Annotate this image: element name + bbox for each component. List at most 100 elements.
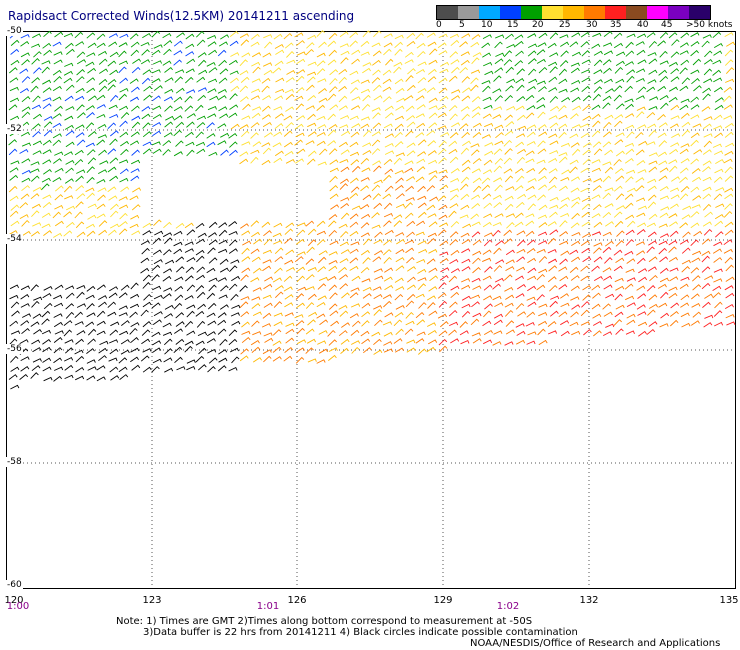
wind-barb (217, 319, 227, 326)
wind-barb (428, 112, 438, 119)
wind-barb (275, 88, 285, 93)
wind-barb (316, 104, 326, 111)
wind-barb (316, 60, 326, 67)
wind-barb (483, 284, 493, 291)
wind-barb (360, 232, 370, 238)
legend-label: 15 (507, 20, 519, 30)
wind-barb (76, 51, 86, 58)
wind-barb (32, 347, 42, 353)
wind-barb (460, 232, 470, 238)
wind-barb (141, 105, 151, 112)
wind-barb (626, 258, 636, 264)
wind-barb (371, 331, 381, 337)
wind-barb (527, 194, 537, 200)
wind-barb (690, 69, 700, 75)
wind-barb (32, 123, 41, 130)
wind-barb (405, 197, 415, 202)
wind-barb (371, 42, 381, 48)
wind-barb (318, 87, 327, 94)
wind-barb (96, 320, 106, 326)
wind-barb (64, 356, 74, 362)
wind-barb (349, 248, 359, 254)
wind-barb (63, 70, 73, 76)
wind-barb (669, 203, 679, 209)
wind-barb (142, 141, 152, 147)
wind-barb (52, 69, 62, 76)
wind-barb (549, 95, 559, 103)
wind-barb (440, 132, 450, 137)
wind-barb (615, 150, 625, 157)
wind-barb (461, 248, 471, 254)
wind-barb (591, 130, 601, 138)
wind-barb (173, 115, 183, 121)
wind-barb (462, 140, 471, 146)
note-line-2: 3)Data buffer is 22 hrs from 20141211 4)… (143, 627, 578, 638)
wind-barb (438, 300, 448, 308)
wind-barb (614, 293, 623, 301)
wind-barb (239, 124, 249, 130)
wind-barb (605, 221, 614, 227)
wind-barb (10, 59, 20, 66)
wind-barb (251, 302, 261, 309)
wind-barb (338, 85, 347, 92)
wind-barb (704, 314, 714, 319)
wind-barb (625, 268, 635, 273)
wind-barb (130, 322, 140, 327)
legend-swatch-0 (437, 6, 458, 19)
wind-barb (130, 356, 139, 363)
wind-barb (64, 124, 74, 130)
wind-barb (602, 141, 612, 148)
wind-barb (517, 193, 527, 200)
map-plot-frame (6, 31, 736, 589)
wind-barb (317, 283, 327, 290)
wind-barb (318, 330, 328, 335)
wind-barb (470, 84, 479, 92)
wind-barb (108, 41, 118, 47)
wind-barb (119, 374, 129, 380)
wind-barb (297, 286, 307, 292)
wind-barb (273, 240, 283, 245)
wind-barb (495, 240, 505, 246)
wind-barb (327, 129, 337, 137)
wind-barb (373, 309, 382, 316)
wind-barb (669, 221, 678, 227)
wind-barb (616, 205, 626, 211)
wind-barb (175, 140, 184, 147)
wind-barb (306, 158, 316, 165)
wind-barb (53, 357, 63, 364)
wind-barb (602, 59, 612, 66)
wind-barb (723, 104, 733, 110)
wind-barb (329, 292, 338, 300)
wind-barb (307, 239, 317, 247)
wind-barb (713, 176, 723, 183)
wind-barb (349, 70, 359, 76)
wind-barb (318, 41, 327, 48)
wind-barb (648, 256, 658, 263)
wind-barb (492, 229, 501, 237)
wind-barb (591, 113, 601, 120)
wind-barb (484, 150, 494, 156)
wind-barb (483, 159, 493, 166)
wind-barb (528, 58, 537, 65)
wind-barb (96, 330, 106, 336)
wind-barb (98, 220, 108, 227)
wind-barb (668, 286, 678, 292)
wind-barb (603, 284, 613, 290)
wind-barb (393, 319, 403, 327)
wind-barb (327, 59, 337, 66)
wind-barb (427, 41, 437, 47)
wind-barb (417, 348, 427, 355)
wind-barb (152, 347, 162, 353)
wind-barb (483, 239, 493, 247)
wind-barb (560, 250, 570, 256)
wind-barb (713, 268, 723, 273)
wind-barb (241, 256, 251, 262)
wind-barb (394, 34, 404, 40)
wind-barb (394, 170, 404, 175)
wind-barb (704, 275, 714, 280)
wind-barb (658, 69, 668, 76)
wind-barb (283, 130, 293, 137)
wind-barb (119, 77, 129, 84)
wind-barb (174, 76, 184, 83)
wind-barb (96, 310, 106, 318)
